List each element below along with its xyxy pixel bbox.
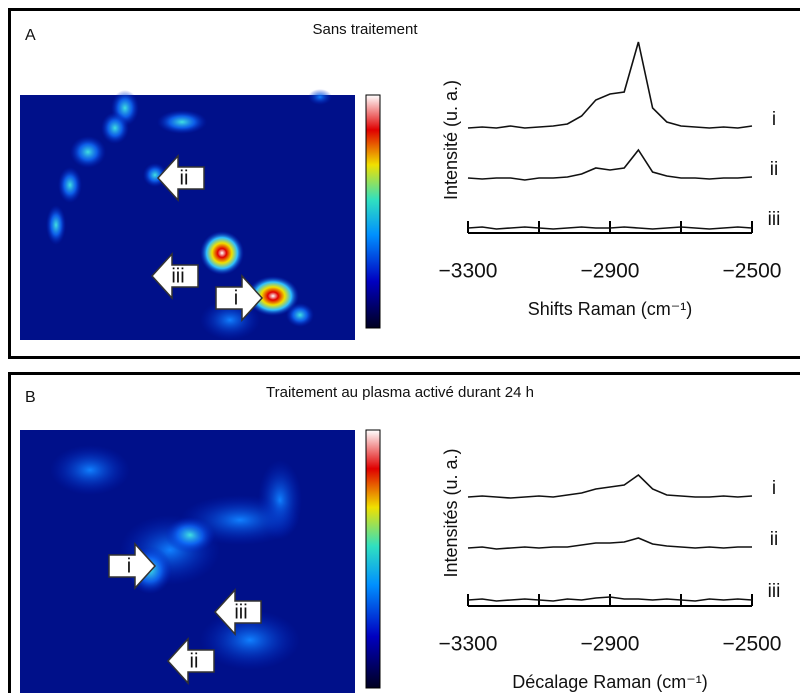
- y-axis-label: Intensités (u. a.): [441, 448, 461, 577]
- x-axis-label: Shifts Raman (cm⁻¹): [528, 299, 693, 319]
- panel-frame: [8, 372, 800, 693]
- x-tick-label: −3300: [439, 260, 498, 283]
- y-axis-label: Intensité (u. a.): [441, 80, 461, 200]
- arrow-label: ii: [190, 650, 199, 672]
- series-label: i: [772, 109, 776, 130]
- series-label: iii: [768, 209, 781, 230]
- arrow: [156, 154, 205, 202]
- spectrum-line: [467, 226, 753, 230]
- colorbar: [365, 94, 381, 329]
- series-label: iii: [768, 581, 781, 602]
- x-tick-label: −2500: [723, 260, 782, 283]
- x-tick-label: −2500: [723, 633, 782, 656]
- arrow-label: iii: [171, 265, 184, 287]
- series-label: ii: [770, 529, 778, 550]
- colorbar: [365, 429, 381, 689]
- chart-title: Sans traitement: [312, 21, 418, 38]
- arrow: [108, 542, 157, 590]
- arrow: [166, 637, 215, 685]
- series-label: ii: [770, 159, 778, 180]
- x-tick-label: −2900: [581, 633, 640, 656]
- spectrum-line: [467, 473, 753, 499]
- panel-frame: [8, 8, 800, 359]
- heatmap: [20, 89, 355, 340]
- chart-title: Traitement au plasma activé durant 24 h: [266, 384, 534, 401]
- x-tick-label: −2900: [581, 260, 640, 283]
- arrow-label: iii: [234, 601, 247, 623]
- arrow: [215, 274, 264, 322]
- spectrum-line: [467, 596, 753, 602]
- arrow: [213, 588, 262, 636]
- x-axis-label: Décalage Raman (cm⁻¹): [512, 672, 708, 692]
- spectrum-line: [467, 148, 753, 181]
- spectrum-line: [467, 41, 753, 129]
- arrow-label: i: [127, 555, 131, 577]
- x-tick-label: −3300: [439, 633, 498, 656]
- panel-label: B: [25, 389, 36, 406]
- panel-label: A: [25, 27, 36, 44]
- spectrum-line: [467, 537, 752, 550]
- series-label: i: [772, 478, 776, 499]
- arrow: [150, 252, 199, 300]
- arrow-label: ii: [180, 167, 189, 189]
- arrow-label: i: [234, 287, 238, 309]
